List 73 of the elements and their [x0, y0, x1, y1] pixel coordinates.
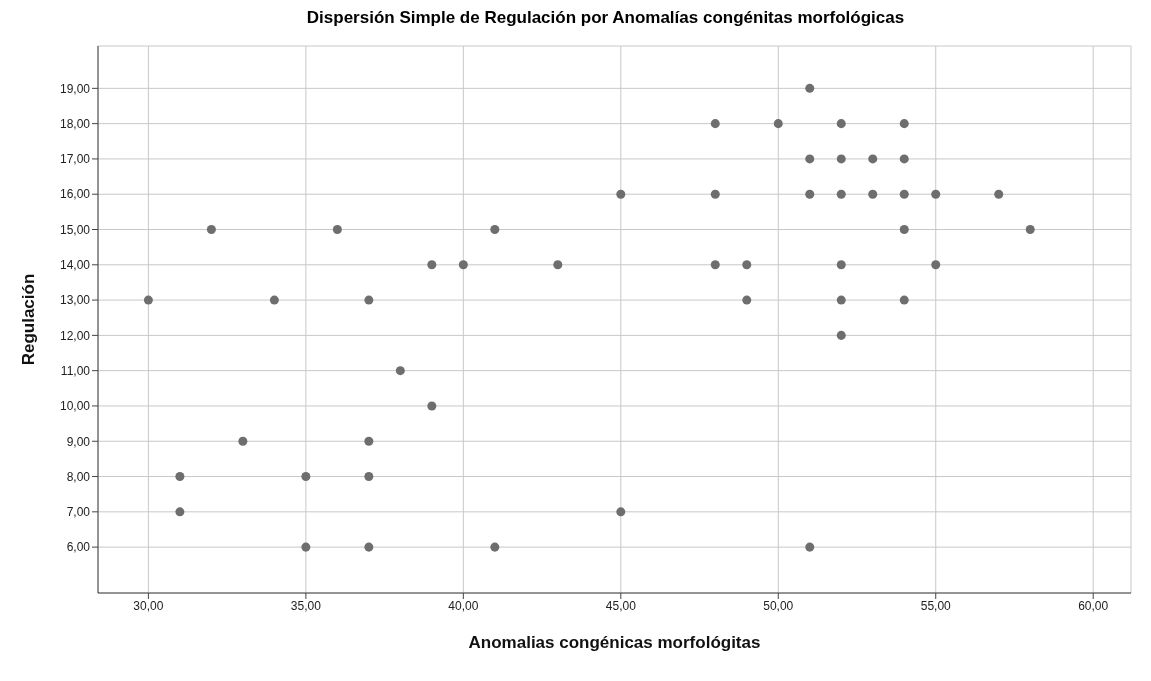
- point: [332, 225, 342, 235]
- point: [395, 366, 405, 376]
- point: [175, 472, 185, 482]
- point: [836, 295, 846, 305]
- point: [364, 542, 374, 552]
- x-tick-label: 30,00: [133, 598, 164, 613]
- y-tick-label: 6,00: [66, 540, 91, 555]
- point: [1025, 225, 1035, 235]
- y-tick-label: 9,00: [66, 434, 91, 449]
- x-tick-label: 40,00: [448, 598, 479, 613]
- point: [836, 119, 846, 129]
- point: [710, 119, 720, 129]
- x-tick-label: 60,00: [1078, 598, 1109, 613]
- point: [836, 154, 846, 164]
- point: [805, 154, 815, 164]
- y-axis-title: Regulación: [19, 273, 39, 366]
- point: [301, 542, 311, 552]
- x-tick-label: 50,00: [763, 598, 794, 613]
- point: [206, 225, 216, 235]
- point: [616, 189, 626, 199]
- point: [994, 189, 1004, 199]
- point: [899, 119, 909, 129]
- y-tick-label: 18,00: [59, 116, 91, 131]
- point: [364, 295, 374, 305]
- point: [427, 401, 437, 411]
- point: [269, 295, 279, 305]
- point: [899, 295, 909, 305]
- point: [805, 542, 815, 552]
- point: [553, 260, 563, 270]
- point: [836, 189, 846, 199]
- point: [836, 330, 846, 340]
- y-tick-label: 14,00: [59, 258, 91, 273]
- point: [899, 189, 909, 199]
- point: [710, 189, 720, 199]
- x-tick-label: 45,00: [605, 598, 637, 613]
- point: [931, 260, 941, 270]
- point: [490, 542, 500, 552]
- point: [490, 225, 500, 235]
- point: [616, 507, 626, 517]
- point: [742, 260, 752, 270]
- point: [710, 260, 720, 270]
- y-tick-label: 16,00: [59, 187, 91, 202]
- point: [238, 436, 248, 446]
- point: [899, 154, 909, 164]
- x-tick-label: 55,00: [920, 598, 952, 613]
- y-tick-label: 13,00: [59, 293, 91, 308]
- point: [364, 436, 374, 446]
- point: [931, 189, 941, 199]
- point: [364, 472, 374, 482]
- point: [899, 225, 909, 235]
- point: [742, 295, 752, 305]
- point: [143, 295, 153, 305]
- point: [427, 260, 437, 270]
- y-tick-label: 11,00: [60, 363, 91, 378]
- y-tick-label: 8,00: [66, 469, 91, 484]
- x-tick-label: 35,00: [290, 598, 322, 613]
- point: [301, 472, 311, 482]
- y-tick-label: 19,00: [59, 81, 91, 96]
- point: [836, 260, 846, 270]
- point: [805, 189, 815, 199]
- chart-title: Dispersión Simple de Regulación por Anomalías congénitas morfológicas: [305, 8, 906, 29]
- y-tick-label: 17,00: [59, 152, 91, 167]
- y-tick-label: 10,00: [59, 399, 91, 414]
- point: [458, 260, 468, 270]
- x-axis-title: Anomalias congénicas morfológitas: [468, 633, 761, 652]
- y-tick-label: 15,00: [59, 222, 91, 237]
- point: [773, 119, 783, 129]
- point: [868, 189, 878, 199]
- point: [175, 507, 185, 517]
- point: [805, 83, 815, 93]
- point: [868, 154, 878, 164]
- y-tick-label: 12,00: [59, 328, 91, 343]
- y-tick-label: 7,00: [66, 505, 91, 520]
